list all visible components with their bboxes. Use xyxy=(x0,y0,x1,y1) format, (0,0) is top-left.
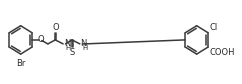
Text: N: N xyxy=(81,39,87,48)
Text: COOH: COOH xyxy=(209,48,235,57)
Text: N: N xyxy=(64,39,70,48)
Text: O: O xyxy=(52,23,59,32)
Text: S: S xyxy=(69,48,75,57)
Text: O: O xyxy=(37,35,44,44)
Text: Cl: Cl xyxy=(209,23,217,32)
Text: H: H xyxy=(65,45,71,51)
Text: H: H xyxy=(82,45,87,51)
Text: Br: Br xyxy=(16,59,25,68)
